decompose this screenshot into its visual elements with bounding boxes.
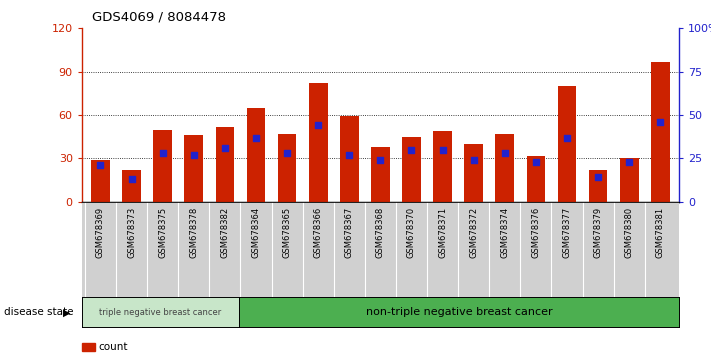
- Bar: [122, 170, 141, 202]
- Point: [219, 145, 230, 151]
- Text: disease state: disease state: [4, 307, 73, 318]
- Text: GSM678377: GSM678377: [562, 207, 572, 258]
- Text: GSM678372: GSM678372: [469, 207, 479, 258]
- Point: [157, 150, 169, 156]
- Text: GSM678368: GSM678368: [376, 207, 385, 258]
- Text: GSM678366: GSM678366: [314, 207, 323, 258]
- Bar: [527, 155, 545, 202]
- Text: non-triple negative breast cancer: non-triple negative breast cancer: [365, 307, 552, 318]
- Point: [592, 175, 604, 180]
- Text: ▶: ▶: [63, 307, 70, 318]
- Bar: [247, 108, 265, 202]
- Bar: [91, 160, 109, 202]
- Point: [375, 157, 386, 163]
- Bar: [433, 131, 452, 202]
- Bar: [620, 159, 638, 202]
- Bar: [557, 86, 577, 202]
- Point: [250, 135, 262, 141]
- Point: [624, 159, 635, 165]
- Text: GSM678369: GSM678369: [96, 207, 105, 258]
- Bar: [496, 134, 514, 202]
- Text: count: count: [99, 342, 128, 352]
- Point: [282, 150, 293, 156]
- Bar: [309, 83, 328, 202]
- Bar: [589, 170, 607, 202]
- Bar: [651, 62, 670, 202]
- Text: GSM678371: GSM678371: [438, 207, 447, 258]
- Text: GSM678376: GSM678376: [531, 207, 540, 258]
- Text: GSM678379: GSM678379: [594, 207, 603, 258]
- Text: GSM678382: GSM678382: [220, 207, 230, 258]
- Point: [655, 119, 666, 125]
- Text: GSM678378: GSM678378: [189, 207, 198, 258]
- Text: GSM678364: GSM678364: [252, 207, 260, 258]
- Bar: [402, 137, 421, 202]
- Bar: [215, 127, 234, 202]
- Text: GSM678367: GSM678367: [345, 207, 354, 258]
- Text: GSM678381: GSM678381: [656, 207, 665, 258]
- Point: [468, 157, 479, 163]
- Bar: [278, 134, 296, 202]
- Point: [530, 159, 542, 165]
- Point: [95, 162, 106, 168]
- Text: triple negative breast cancer: triple negative breast cancer: [100, 308, 221, 317]
- Point: [188, 152, 199, 158]
- Text: GSM678375: GSM678375: [158, 207, 167, 258]
- Bar: [371, 147, 390, 202]
- Text: GSM678365: GSM678365: [282, 207, 292, 258]
- Bar: [340, 116, 358, 202]
- Point: [313, 122, 324, 128]
- Text: GDS4069 / 8084478: GDS4069 / 8084478: [92, 11, 226, 24]
- Text: GSM678380: GSM678380: [625, 207, 634, 258]
- Point: [126, 176, 137, 182]
- Point: [343, 152, 355, 158]
- Point: [499, 150, 510, 156]
- Text: GSM678373: GSM678373: [127, 207, 136, 258]
- Point: [437, 147, 448, 153]
- Bar: [154, 130, 172, 202]
- Bar: [464, 144, 483, 202]
- Text: GSM678370: GSM678370: [407, 207, 416, 258]
- Point: [406, 147, 417, 153]
- Bar: [184, 135, 203, 202]
- Point: [562, 135, 573, 141]
- Text: GSM678374: GSM678374: [501, 207, 509, 258]
